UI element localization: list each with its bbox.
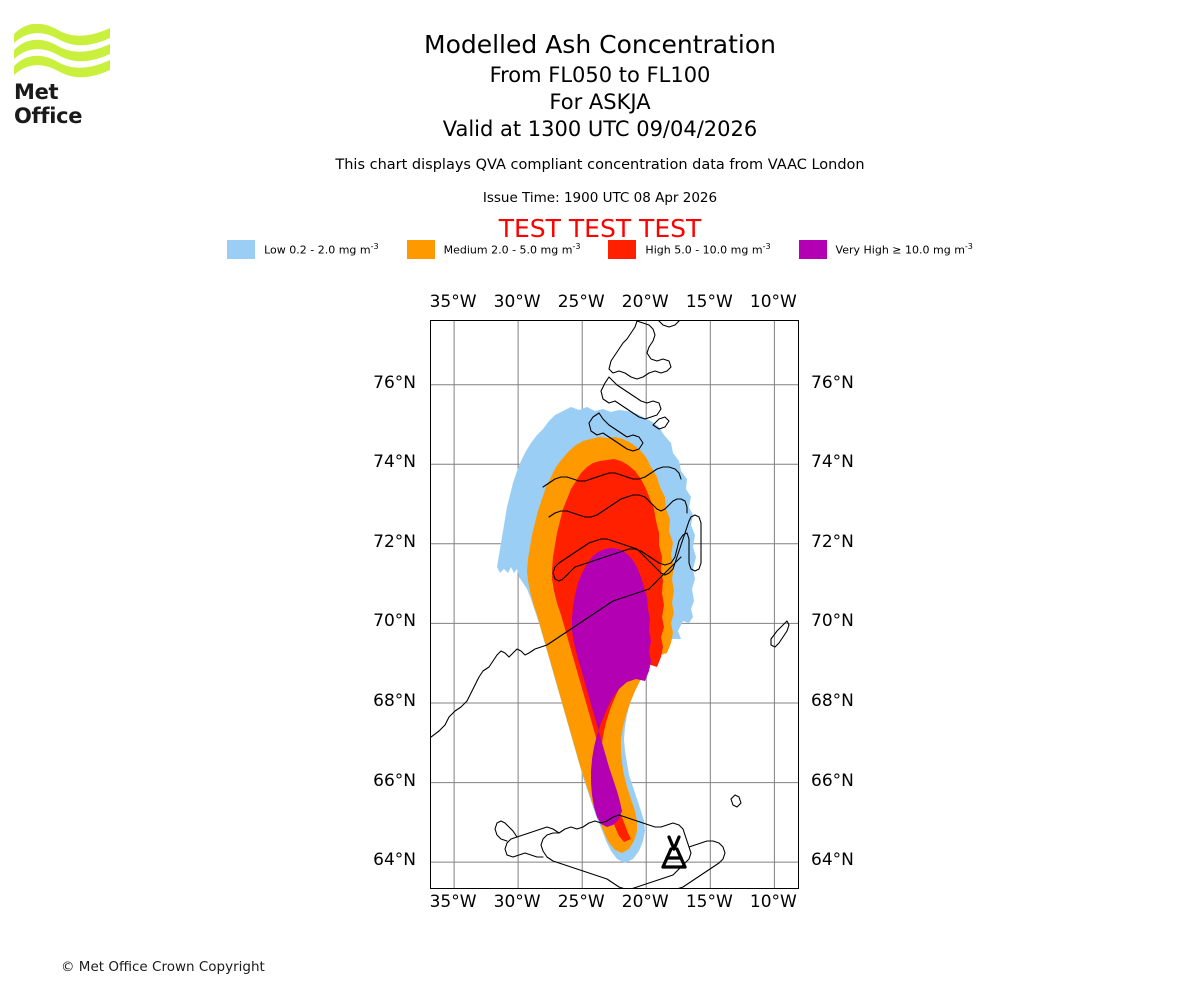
lon-tick-bottom-1: 30°W [493,892,541,912]
lat-tick-left-0: 76°N [373,372,416,393]
lon-tick-top-2: 25°W [557,292,605,312]
lat-tick-right-6: 64°N [811,850,854,871]
lon-tick-top-5: 10°W [749,292,797,312]
ash-contour-very-high [572,548,651,827]
lat-tick-right-2: 72°N [811,531,854,552]
legend-label-very-high: Very High ≥ 10.0 mg m-3 [835,242,973,257]
lon-tick-bottom-0: 35°W [429,892,477,912]
lat-tick-right-3: 70°N [811,611,854,632]
coastline-greenland-north [608,321,672,380]
lat-tick-left-2: 72°N [373,531,416,552]
flight-level-subtitle: From FL050 to FL100 [489,63,711,87]
page-title: Modelled Ash Concentration [424,30,776,59]
coastline-greenland-fjord1 [600,376,662,420]
lat-tick-right-5: 66°N [811,770,854,791]
coastline-greenland-fjord4 [548,494,688,518]
copyright-notice: © Met Office Crown Copyright [61,959,265,975]
issue-time: Issue Time: 1900 UTC 08 Apr 2026 [482,190,718,206]
logo-text: Met Office [14,80,83,128]
coastline-greenland-fjord2 [588,412,644,452]
valid-time-subtitle: Valid at 1300 UTC 09/04/2026 [442,117,758,141]
ash-concentration-map [430,320,799,889]
lon-tick-top-0: 35°W [429,292,477,312]
qva-note: This chart displays QVA compliant concen… [335,157,865,173]
volcano-subtitle: For ASKJA [549,90,651,114]
coastline-greenland-fjord3 [552,514,702,582]
met-office-logo: Met Office [14,24,124,128]
lon-tick-bottom-2: 25°W [557,892,605,912]
legend-swatch-medium [406,240,435,259]
coastline-iceland-nw-peninsula [494,820,518,842]
coastline-jan-mayen [770,620,790,648]
legend-swatch-low [227,240,256,259]
map-canvas [431,321,798,888]
coastlines [431,321,790,888]
legend-swatch-very-high [798,240,827,259]
lat-tick-right-1: 74°N [811,452,854,473]
lat-tick-right-0: 76°N [811,372,854,393]
legend-label-medium: Medium 2.0 - 5.0 mg m-3 [443,242,581,257]
lon-tick-top-1: 30°W [493,292,541,312]
coastline-small-isle [730,794,742,808]
volcano-icon [661,835,687,869]
legend-swatch-high [608,240,637,259]
wave-logo-icon [14,24,110,78]
test-banner: TEST TEST TEST [498,214,702,243]
coastline-greenland-fjord5 [542,466,682,488]
lon-tick-bottom-3: 20°W [621,892,669,912]
coastline-iceland [540,814,692,888]
legend-item-high: High 5.0 - 10.0 mg m-3 [608,240,771,259]
lat-tick-left-3: 70°N [373,611,416,632]
lat-tick-left-5: 66°N [373,770,416,791]
lon-tick-top-3: 20°W [621,292,669,312]
coastline-greenland-island2 [652,416,670,430]
legend-label-low: Low 0.2 - 2.0 mg m-3 [264,242,379,257]
legend-label-high: High 5.0 - 10.0 mg m-3 [645,242,771,257]
map-frame [430,320,799,889]
coastline-greenland-main [431,556,682,738]
coastline-greenland-ne-island [658,321,680,328]
lat-tick-left-1: 74°N [373,452,416,473]
lon-tick-top-4: 15°W [685,292,733,312]
concentration-legend: Low 0.2 - 2.0 mg m-3 Medium 2.0 - 5.0 mg… [0,240,1200,259]
coastline-iceland-westfjords [504,826,560,858]
legend-item-very-high: Very High ≥ 10.0 mg m-3 [798,240,973,259]
lat-tick-left-6: 64°N [373,850,416,871]
coastline-iceland-se [678,840,726,888]
legend-item-low: Low 0.2 - 2.0 mg m-3 [227,240,379,259]
legend-item-medium: Medium 2.0 - 5.0 mg m-3 [406,240,581,259]
lon-tick-bottom-5: 10°W [749,892,797,912]
lon-tick-bottom-4: 15°W [685,892,733,912]
lat-tick-right-4: 68°N [811,690,854,711]
lat-tick-left-4: 68°N [373,690,416,711]
